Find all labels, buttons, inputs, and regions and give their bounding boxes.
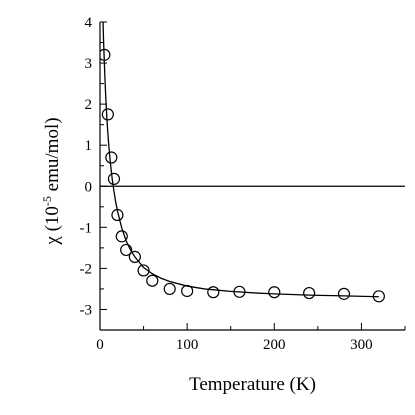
y-tick-label: -1 — [80, 220, 93, 236]
data-point — [111, 208, 124, 222]
y-tick-label: 2 — [85, 97, 93, 113]
y-tick-label: -2 — [80, 261, 93, 277]
y-axis-title-exponent: -5 — [40, 196, 54, 206]
x-tick-label: 300 — [350, 337, 373, 353]
y-tick-label: -3 — [80, 302, 93, 318]
x-axis-title: Temperature (K) — [189, 374, 316, 395]
y-axis-title: χ (10-5 emu/mol) — [40, 117, 63, 245]
data-point — [101, 108, 114, 121]
data-point — [207, 286, 220, 299]
y-tick-label: 3 — [85, 56, 93, 72]
data-point — [303, 286, 316, 300]
data-point — [120, 243, 133, 257]
data-point — [100, 48, 111, 61]
y-tick-label: 4 — [85, 15, 93, 31]
data-point — [268, 286, 281, 299]
y-axis-title-suffix: emu/mol) — [42, 117, 63, 196]
data-point — [137, 264, 150, 277]
plot-area — [100, 22, 405, 303]
data-point — [163, 282, 176, 296]
data-point — [128, 250, 141, 264]
data-point — [115, 230, 128, 243]
x-tick-label: 100 — [176, 337, 199, 353]
x-tick-label: 200 — [263, 337, 286, 353]
data-point — [337, 287, 351, 300]
y-axis-title-prefix: χ (10 — [42, 206, 63, 246]
data-point — [105, 151, 118, 164]
data-point — [233, 285, 246, 298]
data-point — [181, 284, 194, 298]
fit-curve — [102, 22, 379, 298]
y-tick-label: 0 — [85, 179, 93, 195]
data-point — [107, 172, 121, 185]
axes: 0 100 200 300 -3 -2 -1 0 1 2 3 4 — [80, 15, 406, 353]
data-point — [372, 290, 385, 303]
x-tick-label: 0 — [96, 337, 104, 353]
y-tick-label: 1 — [85, 138, 93, 154]
data-point — [146, 274, 159, 287]
